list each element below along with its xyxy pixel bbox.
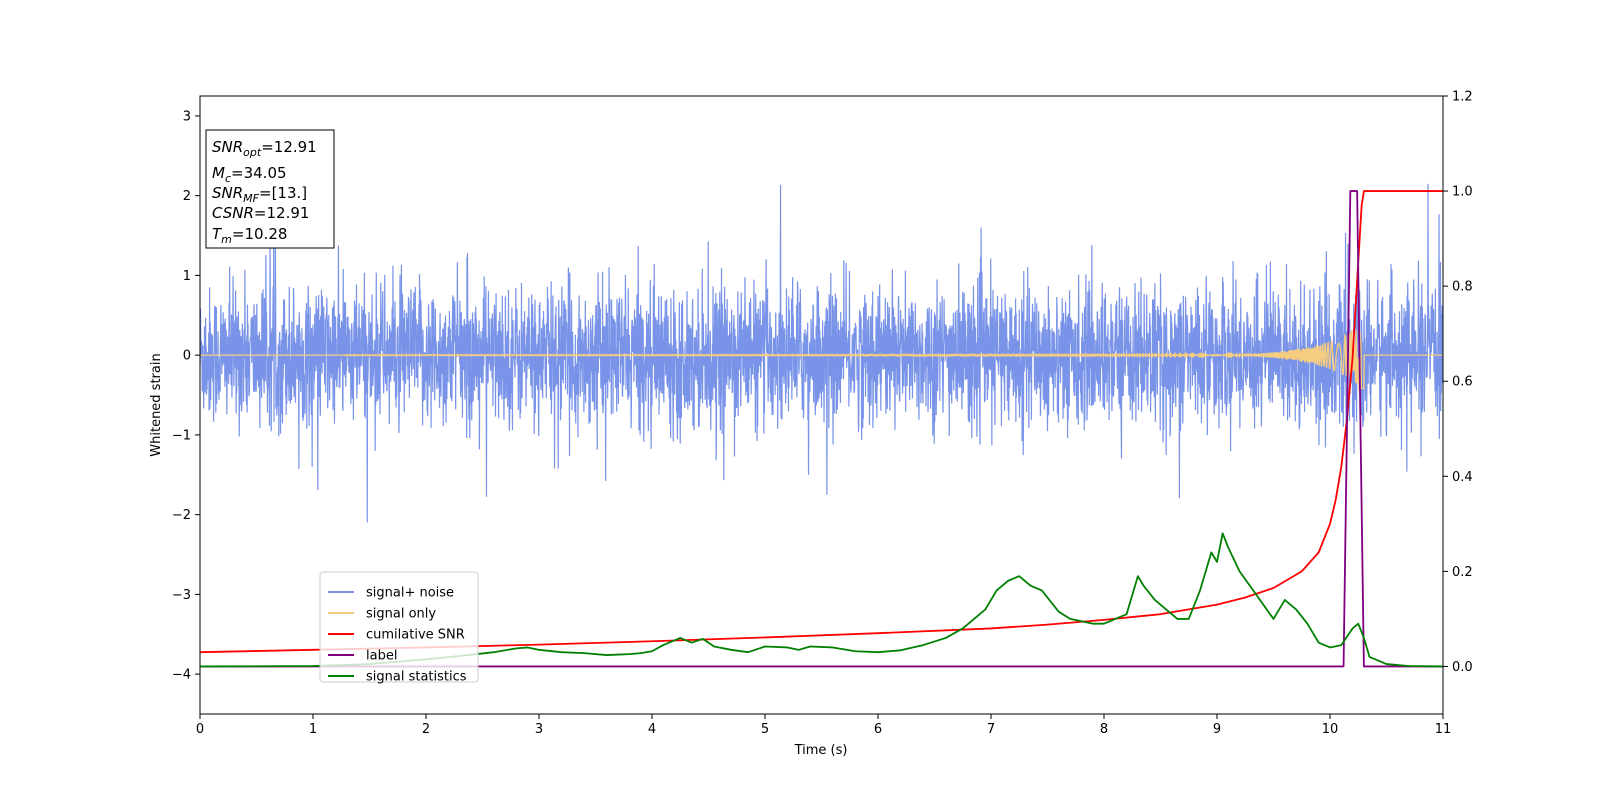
info-box-frame (205, 129, 335, 249)
legend-entry-label: signal statistics (366, 670, 467, 685)
y-left-tick-label: 0 (183, 349, 191, 364)
info-tm: Tm=10.28 (212, 225, 287, 246)
y-axis-right: 1.2 1.0 0.8 0.6 0.4 0.2 0.0 (1443, 90, 1473, 675)
series-layer (200, 183, 1443, 668)
plot-frame (199, 95, 1444, 715)
series-signal-noise-line (200, 183, 1443, 523)
x-axis: 0 1 2 3 4 5 6 7 8 9 10 11 (196, 714, 1451, 737)
x-tick-label: 3 (535, 722, 543, 737)
y-right-tick-label: 0.2 (1452, 565, 1473, 580)
x-tick-label: 10 (1322, 722, 1339, 737)
legend-entry-label: label (366, 649, 397, 664)
y-left-tick-label: −1 (172, 428, 191, 443)
legend-entry-label: cumilative SNR (366, 628, 465, 643)
x-tick-label: 7 (987, 722, 995, 737)
y-left-tick-label: 2 (183, 189, 191, 204)
y-left-tick-label: 1 (183, 269, 191, 284)
y-left-tick-label: −4 (172, 668, 191, 683)
x-tick-label: 2 (422, 722, 430, 737)
y-left-tick-label: −2 (172, 508, 191, 523)
info-snr-opt: SNRopt=12.91 (212, 138, 317, 159)
legend: signal+ noise signal only cumilative SNR la… (319, 571, 479, 685)
legend-entry-label: signal+ noise (366, 586, 454, 601)
series-label-line (200, 190, 1443, 668)
x-tick-label: 8 (1100, 722, 1108, 737)
y-axis-left: 3 2 1 0 −1 −2 −3 −4 (172, 109, 200, 683)
x-tick-label: 4 (648, 722, 656, 737)
series-signal-statistics-line (200, 532, 1443, 668)
y-right-tick-label: 1.0 (1452, 185, 1473, 200)
y-right-tick-label: 0.0 (1452, 660, 1473, 675)
info-csnr: CSNR=12.91 (212, 204, 309, 222)
x-tick-label: 6 (874, 722, 882, 737)
y-left-tick-label: 3 (183, 109, 191, 124)
info-snr-mf: SNRMF=[13.] (212, 184, 307, 205)
x-tick-label: 1 (309, 722, 317, 737)
x-tick-label: 9 (1213, 722, 1221, 737)
series-cumulative-snr-line (200, 190, 1443, 654)
y-left-tick-label: −3 (172, 588, 191, 603)
legend-entry-label: signal only (366, 607, 436, 622)
x-tick-label: 11 (1435, 722, 1452, 737)
y-right-tick-label: 0.6 (1452, 375, 1473, 390)
x-tick-label: 0 (196, 722, 204, 737)
y-right-tick-label: 0.8 (1452, 280, 1473, 295)
legend-frame (319, 571, 479, 683)
y-right-tick-label: 0.4 (1452, 470, 1473, 485)
info-box: SNRopt=12.91 Mc=34.05 SNRMF=[13.] CSNR=1… (205, 129, 335, 249)
series-signal-only-line (200, 329, 1443, 391)
y-right-tick-label: 1.2 (1452, 90, 1473, 105)
info-mc: Mc=34.05 (212, 164, 287, 185)
x-tick-label: 5 (761, 722, 769, 737)
x-axis-label: Time (s) (794, 743, 848, 758)
y-axis-label: Whitened strain (149, 353, 164, 456)
